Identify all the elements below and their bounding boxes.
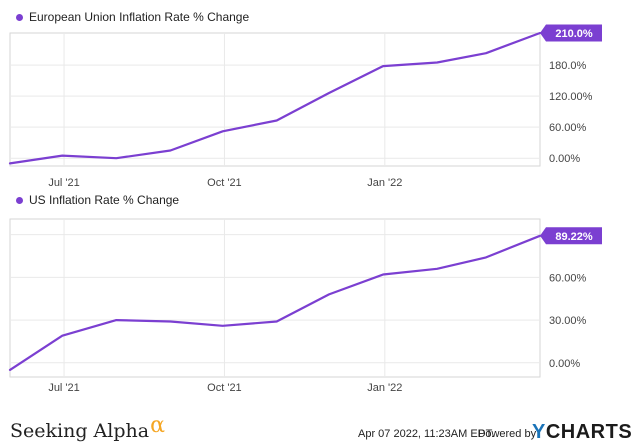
us-end-value-badge bbox=[540, 227, 602, 245]
eu-xtick-label: Oct '21 bbox=[207, 177, 242, 189]
eu-legend-marker bbox=[16, 13, 23, 21]
timestamp: Apr 07 2022, 11:23AM EDT. bbox=[358, 428, 495, 440]
eu-legend-label: European Union Inflation Rate % Change bbox=[29, 10, 250, 24]
ycharts-logo[interactable]: YCHARTS bbox=[532, 421, 632, 444]
eu-plot-frame bbox=[9, 32, 541, 167]
seeking-alpha-wordmark: Seeking Alpha bbox=[10, 420, 150, 442]
alpha-logo-icon: α bbox=[150, 413, 165, 438]
eu-ytick-label: 60.00% bbox=[549, 122, 587, 134]
eu-ytick-label: 120.00% bbox=[549, 91, 593, 103]
us-xtick-label: Jan '22 bbox=[367, 382, 402, 394]
us-plot-frame bbox=[9, 218, 541, 378]
eu-series-line bbox=[8, 31, 542, 165]
us-legend-marker bbox=[16, 196, 23, 204]
us-end-value-label: 89.22% bbox=[555, 231, 593, 243]
eu-legend: European Union Inflation Rate % Change bbox=[16, 10, 249, 24]
eu-xtick-label: Jan '22 bbox=[367, 177, 402, 189]
us-legend-label: US Inflation Rate % Change bbox=[29, 193, 180, 207]
seeking-alpha-logo[interactable]: Seeking Alphaα bbox=[10, 413, 165, 443]
us-ytick-label: 0.00% bbox=[549, 358, 580, 370]
powered-by-label: Powered by bbox=[478, 428, 537, 440]
eu-ytick-label: 180.0% bbox=[549, 60, 587, 72]
ycharts-y-icon: Y bbox=[532, 421, 546, 443]
us-series-line bbox=[8, 234, 542, 371]
eu-end-value-badge bbox=[540, 24, 602, 42]
eu-ytick-label: 0.00% bbox=[549, 153, 580, 165]
eu-end-value-label: 210.0% bbox=[555, 28, 593, 40]
us-ytick-label: 60.00% bbox=[549, 272, 587, 284]
eu-xtick-label: Jul '21 bbox=[48, 177, 79, 189]
us-ytick-label: 30.00% bbox=[549, 315, 587, 327]
us-xtick-label: Oct '21 bbox=[207, 382, 242, 394]
footer: Seeking Alphaα Apr 07 2022, 11:23AM EDT.… bbox=[0, 412, 635, 447]
us-legend: US Inflation Rate % Change bbox=[16, 193, 179, 207]
us-xtick-label: Jul '21 bbox=[48, 382, 79, 394]
ycharts-wordmark: CHARTS bbox=[545, 421, 633, 443]
